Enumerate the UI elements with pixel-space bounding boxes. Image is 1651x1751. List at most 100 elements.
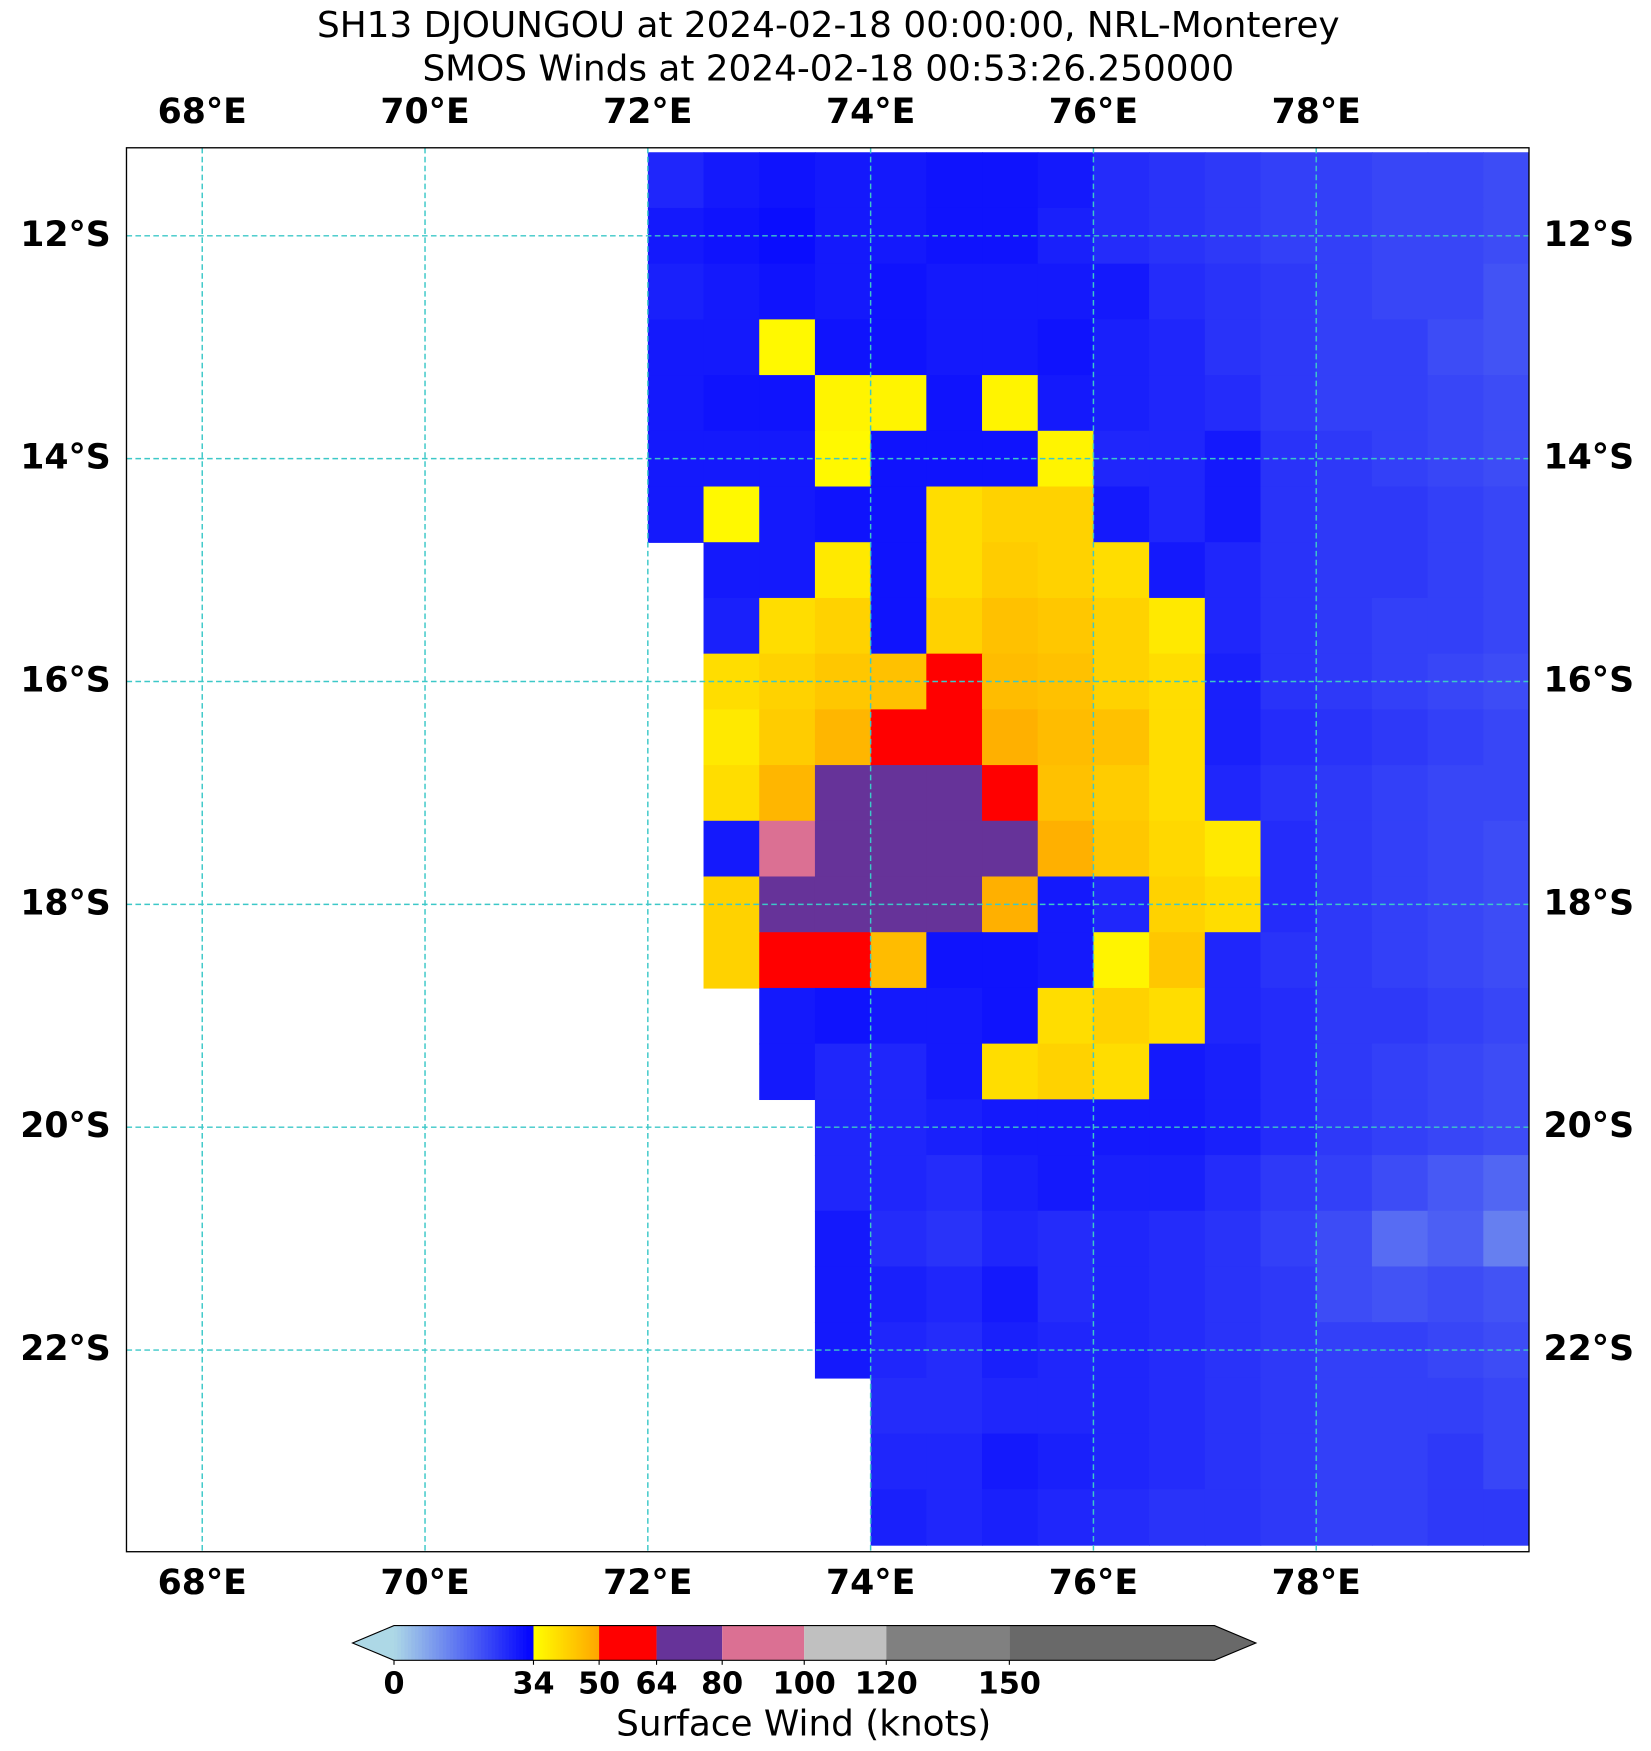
wind-cell <box>1483 765 1529 822</box>
wind-cell <box>1149 820 1206 878</box>
wind-cell <box>759 932 816 989</box>
wind-cell <box>759 207 816 265</box>
wind-cell <box>1093 1489 1150 1546</box>
wind-cell <box>759 152 816 209</box>
wind-cell <box>1260 1322 1317 1379</box>
colorbar-segment <box>597 1625 600 1661</box>
wind-cell <box>1427 542 1484 599</box>
chart-title: SH13 DJOUNGOU at 2024-02-18 00:00:00, NR… <box>317 5 1340 46</box>
wind-cell <box>1093 1377 1150 1435</box>
wind-cell <box>1316 1433 1373 1490</box>
colorbar-segment <box>526 1625 531 1661</box>
wind-cell <box>1149 1433 1206 1490</box>
wind-cell <box>1483 1210 1529 1268</box>
wind-cell <box>1260 653 1317 711</box>
wind-cell <box>1204 987 1262 1045</box>
wind-cell <box>982 1043 1039 1101</box>
wind-cell <box>1149 1266 1206 1323</box>
wind-cell <box>982 987 1039 1045</box>
wind-cell <box>926 1377 983 1435</box>
x-tick-label: 70°E <box>380 92 469 132</box>
wind-cell <box>1483 542 1529 599</box>
wind-cell <box>982 1210 1039 1268</box>
colorbar-segment <box>546 1625 549 1661</box>
wind-cell <box>703 597 760 655</box>
y-tick-label: 12°S <box>1544 215 1635 255</box>
wind-cell <box>759 319 816 376</box>
wind-cell <box>982 319 1039 376</box>
colorbar-segment <box>548 1625 551 1661</box>
wind-cell <box>703 820 760 878</box>
wind-cell <box>1093 1043 1150 1101</box>
colorbar-tick-label: 64 <box>636 1666 678 1701</box>
grid <box>126 147 1529 1552</box>
wind-cell <box>1483 1377 1529 1435</box>
wind-cell <box>1093 319 1150 376</box>
colorbar-segment <box>587 1625 590 1661</box>
colorbar-segment <box>523 1625 528 1661</box>
wind-cell <box>1483 152 1529 209</box>
colorbar-segment <box>551 1625 554 1661</box>
colorbar-segment <box>428 1625 434 1661</box>
wind-cell <box>1427 375 1484 432</box>
wind-cell <box>870 1155 927 1212</box>
wind-cell <box>1260 263 1317 321</box>
wind-cell <box>1093 375 1150 432</box>
wind-cell <box>814 152 872 209</box>
wind-cell <box>982 932 1039 989</box>
colorbar-tick-label: 34 <box>512 1666 554 1701</box>
wind-cell <box>870 319 927 376</box>
wind-cell <box>703 375 760 432</box>
colorbar-tick-label: 120 <box>855 1666 918 1701</box>
wind-cell <box>1093 709 1150 766</box>
colorbar-segment <box>418 1625 423 1661</box>
x-tick-label: 78°E <box>1272 1563 1361 1603</box>
wind-cell <box>1204 1433 1262 1490</box>
wind-cell <box>1093 987 1150 1045</box>
wind-cell <box>870 1489 927 1546</box>
colorbar-segment <box>576 1625 579 1661</box>
colorbar-segment <box>414 1625 420 1661</box>
wind-cell <box>1037 263 1095 321</box>
colorbar-segment <box>529 1625 535 1661</box>
wind-cell <box>1316 319 1373 376</box>
wind-cell <box>759 653 816 711</box>
colorbar-segment <box>592 1625 595 1661</box>
wind-cell <box>1483 1266 1529 1323</box>
wind-cell <box>982 486 1039 543</box>
colorbar-segment <box>722 1625 805 1661</box>
wind-cell <box>870 542 927 599</box>
colorbar-segment <box>544 1625 548 1661</box>
colorbar-segment <box>435 1625 441 1661</box>
wind-cell <box>1427 987 1484 1045</box>
wind-cell <box>759 820 816 878</box>
wind-cell <box>1037 932 1095 989</box>
y-tick-label: 20°S <box>1544 1106 1635 1146</box>
wind-cell <box>1371 765 1429 822</box>
wind-cell <box>759 263 816 321</box>
wind-cell <box>1204 1377 1262 1435</box>
wind-cell <box>1260 430 1317 488</box>
wind-cell <box>1371 1433 1429 1490</box>
colorbar-segment <box>498 1625 503 1661</box>
x-tick-label: 68°E <box>158 92 247 132</box>
wind-cell <box>1316 709 1373 766</box>
wind-cell <box>814 263 872 321</box>
colorbar-segment <box>425 1625 430 1661</box>
colorbar-segment <box>554 1625 558 1661</box>
colorbar-under <box>352 1625 395 1661</box>
wind-cell <box>1037 1489 1095 1546</box>
wind-cell <box>1483 987 1529 1045</box>
wind-cell <box>1316 1155 1373 1212</box>
wind-cell <box>647 152 705 209</box>
wind-cell <box>870 1043 927 1101</box>
colorbar-segment <box>589 1625 592 1661</box>
wind-cell <box>982 1266 1039 1323</box>
wind-cell <box>1260 765 1317 822</box>
colorbar-segment <box>411 1625 416 1661</box>
wind-cell <box>1483 709 1529 766</box>
wind-cell <box>647 319 705 376</box>
colorbar-segment <box>584 1625 587 1661</box>
y-tick-label: 14°S <box>1544 438 1635 478</box>
